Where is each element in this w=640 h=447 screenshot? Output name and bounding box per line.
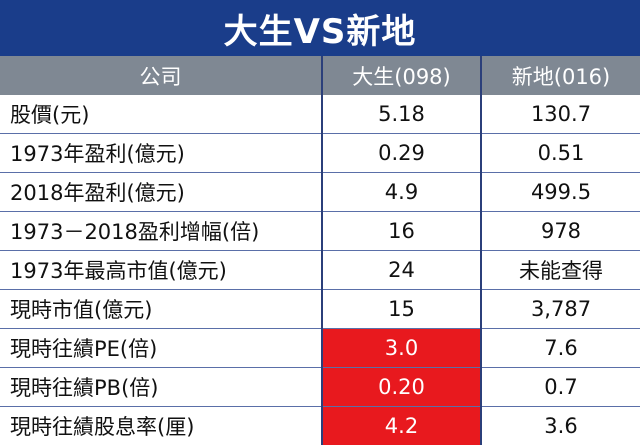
table-row: 現時往績PE(倍) 3.0 7.6 [0, 328, 640, 368]
row-label: 1973年盈利(億元) [0, 133, 323, 173]
header-row: 公司 大生(098) 新地(016) [0, 56, 640, 95]
sun-hung-kai-value: 0.7 [481, 367, 640, 407]
tai-sang-value: 24 [322, 250, 482, 290]
comparison-table: 公司 大生(098) 新地(016) 股價(元) 5.18 130.7 1973年盈利… [0, 56, 640, 445]
sun-hung-kai-value: 7.6 [481, 328, 640, 368]
row-label: 現時往績PB(倍) [0, 367, 323, 407]
table-title: 大生VS新地 [0, 0, 640, 56]
column-header-tai-sang: 大生(098) [322, 56, 482, 95]
sun-hung-kai-value: 499.5 [481, 172, 640, 212]
row-label: 2018年盈利(億元) [0, 172, 323, 212]
sun-hung-kai-value: 130.7 [481, 95, 640, 134]
row-label: 現時往績股息率(厘) [0, 406, 323, 445]
tai-sang-value: 16 [322, 211, 482, 251]
tai-sang-value-highlighted: 4.2 [322, 406, 482, 445]
tai-sang-value: 0.29 [322, 133, 482, 173]
table-row: 現時往績股息率(厘) 4.2 3.6 [0, 406, 640, 445]
table-row: 現時市值(億元) 15 3,787 [0, 289, 640, 329]
sun-hung-kai-value: 978 [481, 211, 640, 251]
table-row: 1973年最高市值(億元) 24 未能查得 [0, 250, 640, 290]
tai-sang-value: 15 [322, 289, 482, 329]
table-row: 1973－2018盈利增幅(倍) 16 978 [0, 211, 640, 251]
tai-sang-value: 5.18 [322, 95, 482, 134]
table-row: 1973年盈利(億元) 0.29 0.51 [0, 133, 640, 173]
tai-sang-value-highlighted: 3.0 [322, 328, 482, 368]
row-label: 1973年最高市值(億元) [0, 250, 323, 290]
column-header-sun-hung-kai: 新地(016) [481, 56, 640, 95]
sun-hung-kai-value: 3,787 [481, 289, 640, 329]
table-row: 現時往績PB(倍) 0.20 0.7 [0, 367, 640, 407]
tai-sang-value: 4.9 [322, 172, 482, 212]
row-label: 現時往績PE(倍) [0, 328, 323, 368]
row-label: 現時市值(億元) [0, 289, 323, 329]
row-label: 股價(元) [0, 95, 323, 134]
row-label: 1973－2018盈利增幅(倍) [0, 211, 323, 251]
sun-hung-kai-value: 未能查得 [481, 250, 640, 290]
table-body: 股價(元) 5.18 130.7 1973年盈利(億元) 0.29 0.51 2018年盈利… [0, 95, 640, 445]
table-row: 股價(元) 5.18 130.7 [0, 95, 640, 134]
sun-hung-kai-value: 3.6 [544, 414, 578, 438]
column-header-company: 公司 [0, 56, 323, 95]
table-row: 2018年盈利(億元) 4.9 499.5 [0, 172, 640, 212]
sun-hung-kai-value: 0.51 [481, 133, 640, 173]
tai-sang-value-highlighted: 0.20 [322, 367, 482, 407]
